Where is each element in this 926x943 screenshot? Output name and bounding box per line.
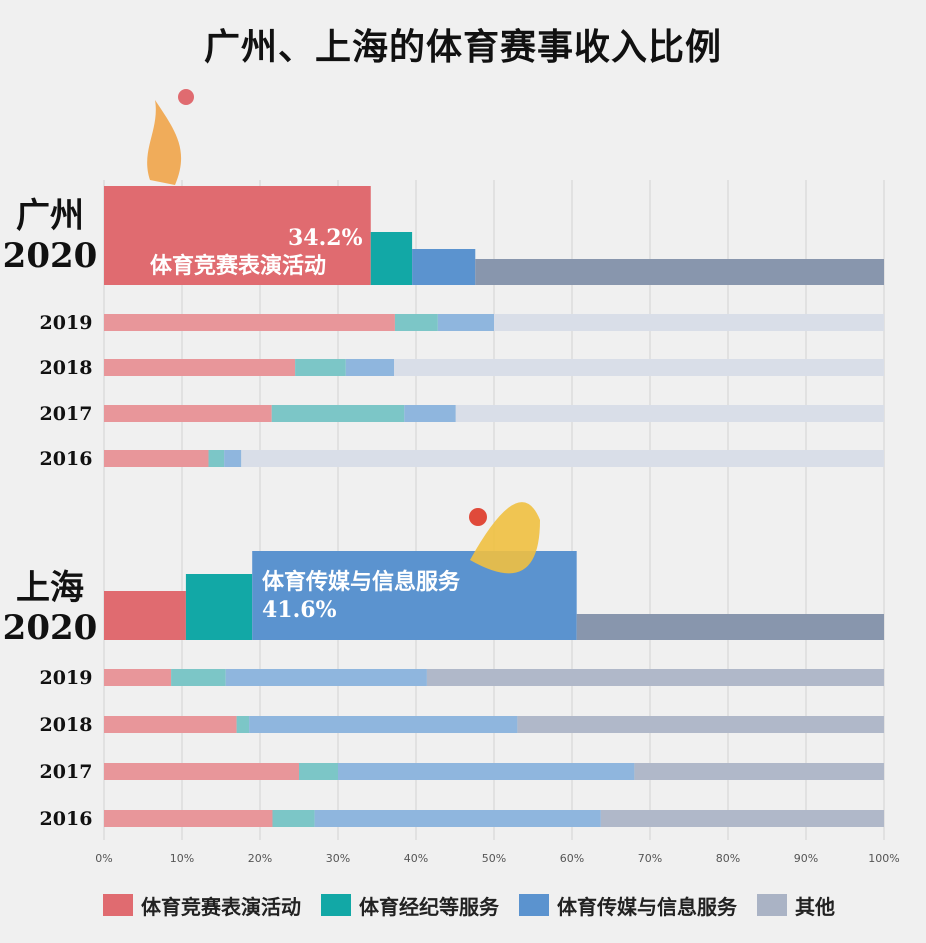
bar-guangzhou-2020-seg-3 xyxy=(475,259,884,285)
year-label-shanghai-2016: 2016 xyxy=(40,808,93,830)
city-label-shanghai: 上海 2020 xyxy=(2,568,98,648)
bar-shanghai-2017-seg-0 xyxy=(104,763,299,780)
group-name-shanghai: 上海 xyxy=(16,568,84,608)
legend-item-competition: 体育竞赛表演活动 xyxy=(103,891,301,920)
legend-item-other: 其他 xyxy=(757,891,835,920)
bar-guangzhou-2020-seg-0 xyxy=(104,186,371,285)
legend: 体育竞赛表演活动 体育经纪等服务 体育传媒与信息服务 其他 xyxy=(103,890,855,920)
year-label-guangzhou-2016: 2016 xyxy=(40,448,93,470)
year-label-guangzhou-2017: 2017 xyxy=(40,403,93,425)
callout-shanghai-label: 体育传媒与信息服务 xyxy=(262,569,461,595)
legend-swatch-competition xyxy=(103,894,133,916)
bar-shanghai-2019-seg-2 xyxy=(225,669,427,686)
bar-guangzhou-2017-seg-1 xyxy=(271,405,405,422)
x-tick-label: 40% xyxy=(404,852,428,865)
x-tick-label: 20% xyxy=(248,852,272,865)
bar-shanghai-2016-seg-3 xyxy=(600,810,884,827)
callout-guangzhou: 34.2% 体育竞赛表演活动 xyxy=(150,224,363,280)
bar-shanghai-2016-seg-1 xyxy=(272,810,315,827)
callout-guangzhou-value: 34.2% xyxy=(288,225,363,251)
bar-shanghai-2017-seg-1 xyxy=(299,763,338,780)
dish-reflector-icon xyxy=(470,502,540,574)
bar-guangzhou-2020-seg-1 xyxy=(370,232,413,285)
legend-swatch-agency xyxy=(321,894,351,916)
bar-guangzhou-2018-seg-0 xyxy=(104,359,296,376)
legend-swatch-media xyxy=(519,894,549,916)
x-tick-label: 90% xyxy=(794,852,818,865)
bar-shanghai-2020-seg-3 xyxy=(576,614,884,640)
callout-shanghai: 体育传媒与信息服务 41.6% xyxy=(262,568,460,624)
bar-guangzhou-2018-seg-2 xyxy=(345,359,395,376)
year-label-shanghai-2020: 2020 xyxy=(2,608,98,648)
year-label-shanghai-2019: 2019 xyxy=(40,667,93,689)
bar-guangzhou-2016-seg-3 xyxy=(241,450,884,467)
flame-icon xyxy=(147,100,182,185)
bar-guangzhou-2018-seg-3 xyxy=(394,359,884,376)
bar-shanghai-2019-seg-3 xyxy=(426,669,884,686)
x-tick-label: 80% xyxy=(716,852,740,865)
bar-shanghai-2016-seg-0 xyxy=(104,810,273,827)
bar-shanghai-2018-seg-0 xyxy=(104,716,237,733)
bar-guangzhou-2016-seg-2 xyxy=(224,450,242,467)
bar-shanghai-2019-seg-0 xyxy=(104,669,172,686)
x-tick-label: 30% xyxy=(326,852,350,865)
year-label-guangzhou-2019: 2019 xyxy=(40,312,93,334)
bar-guangzhou-2017-seg-0 xyxy=(104,405,272,422)
x-tick-label: 70% xyxy=(638,852,662,865)
bar-guangzhou-2020-seg-2 xyxy=(412,249,476,285)
year-label-guangzhou-2018: 2018 xyxy=(40,357,93,379)
bar-guangzhou-2016-seg-0 xyxy=(104,450,209,467)
x-tick-label: 100% xyxy=(868,852,899,865)
bar-guangzhou-2019-seg-0 xyxy=(104,314,395,331)
bar-shanghai-2018-seg-1 xyxy=(236,716,250,733)
x-tick-label: 0% xyxy=(95,852,112,865)
bar-shanghai-2020-seg-1 xyxy=(185,574,253,640)
x-tick-label: 10% xyxy=(170,852,194,865)
legend-label-agency: 体育经纪等服务 xyxy=(359,894,499,919)
city-label-guangzhou: 广州 2020 xyxy=(2,196,98,276)
bar-guangzhou-2019-seg-3 xyxy=(494,314,884,331)
callout-guangzhou-label: 体育竞赛表演活动 xyxy=(150,253,327,279)
legend-swatch-other xyxy=(757,894,787,916)
bar-shanghai-2018-seg-2 xyxy=(249,716,518,733)
legend-item-agency: 体育经纪等服务 xyxy=(321,891,499,920)
x-tick-label: 60% xyxy=(560,852,584,865)
sun-icon xyxy=(178,89,194,105)
legend-label-media: 体育传媒与信息服务 xyxy=(557,894,737,919)
bar-shanghai-2016-seg-2 xyxy=(314,810,601,827)
legend-label-other: 其他 xyxy=(795,894,835,919)
bar-guangzhou-2019-seg-2 xyxy=(437,314,494,331)
bar-shanghai-2017-seg-3 xyxy=(634,763,884,780)
bar-guangzhou-2016-seg-1 xyxy=(208,450,225,467)
year-label-shanghai-2017: 2017 xyxy=(40,761,93,783)
bar-shanghai-2017-seg-2 xyxy=(338,763,635,780)
bar-shanghai-2019-seg-1 xyxy=(171,669,226,686)
year-label-guangzhou-2020: 2020 xyxy=(2,236,98,276)
bar-shanghai-2018-seg-3 xyxy=(517,716,884,733)
bar-guangzhou-2017-seg-3 xyxy=(455,405,884,422)
satellite-dish-icon xyxy=(469,508,487,526)
bar-guangzhou-2017-seg-2 xyxy=(404,405,456,422)
bar-guangzhou-2019-seg-1 xyxy=(394,314,438,331)
bar-guangzhou-2018-seg-1 xyxy=(295,359,346,376)
legend-label-competition: 体育竞赛表演活动 xyxy=(141,894,301,919)
x-tick-label: 50% xyxy=(482,852,506,865)
callout-shanghai-value: 41.6% xyxy=(262,597,337,623)
year-label-shanghai-2018: 2018 xyxy=(40,714,93,736)
bar-shanghai-2020-seg-0 xyxy=(104,591,186,640)
legend-item-media: 体育传媒与信息服务 xyxy=(519,891,737,920)
chart-title: 广州、上海的体育赛事收入比例 xyxy=(203,26,722,68)
group-name-guangzhou: 广州 xyxy=(16,196,84,236)
